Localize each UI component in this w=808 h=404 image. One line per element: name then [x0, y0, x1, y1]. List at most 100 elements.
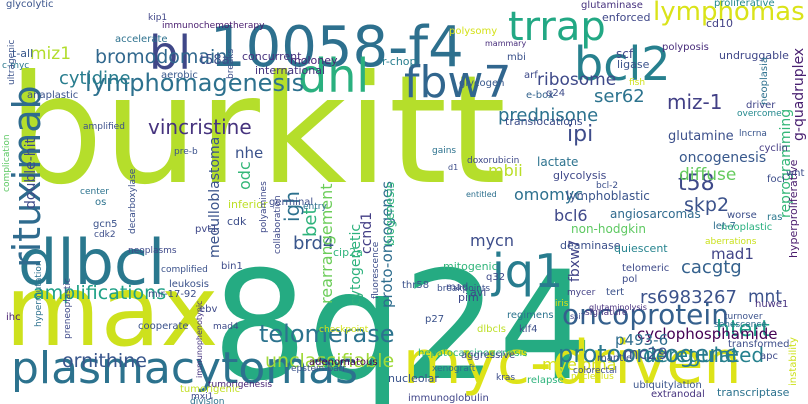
cloud-word-huwe1: huwe1 — [755, 299, 788, 310]
cloud-word-prednisone: prednisone — [498, 105, 598, 126]
cloud-word-medulloblastoma: medulloblastoma — [207, 137, 223, 258]
cloud-word-plasmacytomas: plasmacytomas — [11, 343, 358, 394]
cloud-word-polyposis: polyposis — [662, 42, 709, 53]
cloud-word-amplifications: amplifications — [33, 282, 166, 304]
cloud-word-nucleolus: nucleolus — [571, 372, 614, 382]
cloud-word-amplified: amplified — [83, 122, 125, 132]
cloud-word-mxi1: mxi1 — [191, 392, 213, 402]
cloud-word-cyclophosphamide: cyclophosphamide — [637, 325, 778, 343]
cloud-word-angiosarcomas: angiosarcomas — [610, 207, 701, 221]
cloud-word-leukosis: leukosis — [169, 279, 209, 290]
cloud-word-overcome: overcome — [737, 109, 782, 119]
cloud-word-accelerate: accelerate — [115, 34, 168, 45]
cloud-word-immunochemotherapy: immunochemotherapy — [162, 21, 265, 31]
cloud-word-mammary: mammary — [485, 39, 526, 48]
cloud-word-center: center — [80, 187, 109, 197]
cloud-word-os: os — [95, 197, 106, 208]
cloud-word-kip1: kip1 — [148, 13, 167, 23]
cloud-word-dlbcls: dlbcls — [477, 324, 506, 335]
cloud-word-mc29: mc29 — [623, 344, 668, 363]
cloud-word-trrap: trrap — [508, 4, 606, 50]
cloud-word-quiescent: quiescent — [614, 242, 668, 255]
cloud-word-cip2a: cip2a — [333, 246, 363, 259]
cloud-word-gcn5: gcn5 — [93, 219, 118, 230]
cloud-word-ebv: ebv — [199, 304, 218, 315]
cloud-word-germinal: germinal — [269, 197, 313, 208]
cloud-word-hypermutation: hypermutation — [34, 260, 44, 327]
cloud-word-adenomatous: adenomatous — [309, 357, 378, 368]
cloud-word-mycn: mycn — [470, 231, 514, 250]
cloud-word-double-hit: double-hit — [23, 137, 39, 209]
cloud-word-p27: p27 — [425, 314, 444, 325]
cloud-word-aberrations: aberrations — [705, 237, 757, 247]
cloud-word-iris: iris — [555, 299, 569, 309]
cloud-word-ipi: ipi — [567, 122, 593, 147]
cloud-word-immunoglobulin: immunoglobulin — [408, 393, 489, 404]
cloud-word-neoplastic: neoplastic — [721, 222, 772, 233]
cloud-word-mnt: mnt — [748, 287, 782, 307]
cloud-word-jq1: jq1 — [491, 244, 563, 298]
cloud-word-reprogramming: reprogramming — [778, 109, 794, 218]
cloud-word-cyclin: cyclin — [759, 143, 788, 154]
cloud-word-burkitt: burkitt — [8, 44, 506, 218]
cloud-word-protooncogene: protooncogene — [558, 340, 739, 368]
cloud-word-cooperate: cooperate — [138, 321, 189, 332]
cloud-word-let-7: let-7 — [713, 221, 736, 232]
cloud-word-polyamines: polyamines — [259, 181, 269, 233]
cloud-word-glutamine: glutamine — [668, 129, 734, 144]
cloud-word-ihc: ihc — [6, 312, 21, 323]
cloud-word-turnover: turnover — [724, 312, 763, 322]
cloud-word-glycogen: glycogen — [459, 78, 505, 89]
cloud-word-bromodomain: bromodomain — [95, 46, 227, 68]
cloud-word-entitled: entitled — [466, 190, 497, 199]
cloud-word-g-quadruplex: g-quadruplex — [791, 48, 807, 141]
cloud-word-c-myc: c-myc — [2, 61, 29, 71]
cloud-word-unclassifiable: unclassifiable — [265, 350, 394, 372]
cloud-word-10058-f4: 10058-f4 — [210, 15, 464, 80]
cloud-word-kras: kras — [496, 373, 515, 383]
cloud-word-biogenesis: biogenesis — [383, 182, 397, 246]
cloud-word-max: max — [5, 255, 219, 369]
cloud-word-d1: d1 — [448, 163, 458, 172]
cloud-word-mir-17-92: mir-17-92 — [148, 289, 197, 300]
cloud-word-lymphoblastic: lymphoblastic — [566, 189, 650, 203]
cloud-word-mad: mad — [446, 282, 468, 293]
cloud-word-deaminase: deaminase — [560, 239, 621, 252]
cloud-word-avl: avl — [470, 286, 486, 299]
cloud-word-telomerase: telomerase — [259, 320, 395, 348]
cloud-word-fluorescence: fluorescence — [371, 241, 381, 299]
cloud-word-bcl-2: bcl-2 — [596, 181, 618, 191]
cloud-word-preneoplastic: preneoplastic — [63, 278, 73, 339]
cloud-word-cacgtg: cacgtg — [681, 257, 742, 278]
cloud-word-complified: complified — [161, 265, 208, 275]
cloud-word-bcl2: bcl2 — [574, 37, 671, 91]
cloud-word-pre-b: pre-b — [174, 147, 198, 157]
cloud-word-oncoprotein: oncoprotein — [562, 298, 729, 331]
cloud-word-non-hodgkin: non-hodgkin — [571, 222, 646, 236]
cloud-word-worse: worse — [727, 210, 757, 221]
cloud-word-lymphomagenesis: lymphomagenesis — [85, 69, 304, 97]
cloud-word-international: international — [255, 64, 325, 77]
cloud-word-decarboxylase: decarboxylase — [128, 168, 138, 234]
cloud-word-tert: tert — [606, 287, 624, 298]
cloud-word-t58a: t58a — [200, 53, 230, 68]
cloud-word-fbxw7: fbxw7 — [567, 240, 583, 282]
cloud-word-bl: bl — [149, 26, 191, 80]
cloud-word-ras: ras — [767, 212, 782, 223]
cloud-word-ubiquitylation: ubiquitylation — [633, 380, 702, 391]
cloud-word-ribosome: ribosome — [537, 70, 616, 90]
cloud-word-mbi: mbi — [507, 52, 526, 63]
cloud-word-diffuse: diffuse — [679, 165, 736, 185]
cloud-word-telomeric: telomeric — [622, 263, 669, 274]
cloud-word-htert: htert — [716, 317, 770, 342]
cloud-word-t58: t58 — [678, 171, 715, 196]
cloud-word-division: division — [190, 397, 224, 404]
cloud-word-xenograft: xenograft — [432, 364, 476, 374]
cloud-word-ligase: ligase — [617, 58, 650, 71]
cloud-word-signature: signature — [585, 308, 628, 318]
cloud-word-collaboration: collaboration — [273, 195, 283, 254]
cloud-word-cd10: cd10 — [706, 17, 733, 30]
cloud-word-myeloma: myeloma — [542, 355, 617, 374]
cloud-word-transformed: transformed — [728, 339, 790, 350]
